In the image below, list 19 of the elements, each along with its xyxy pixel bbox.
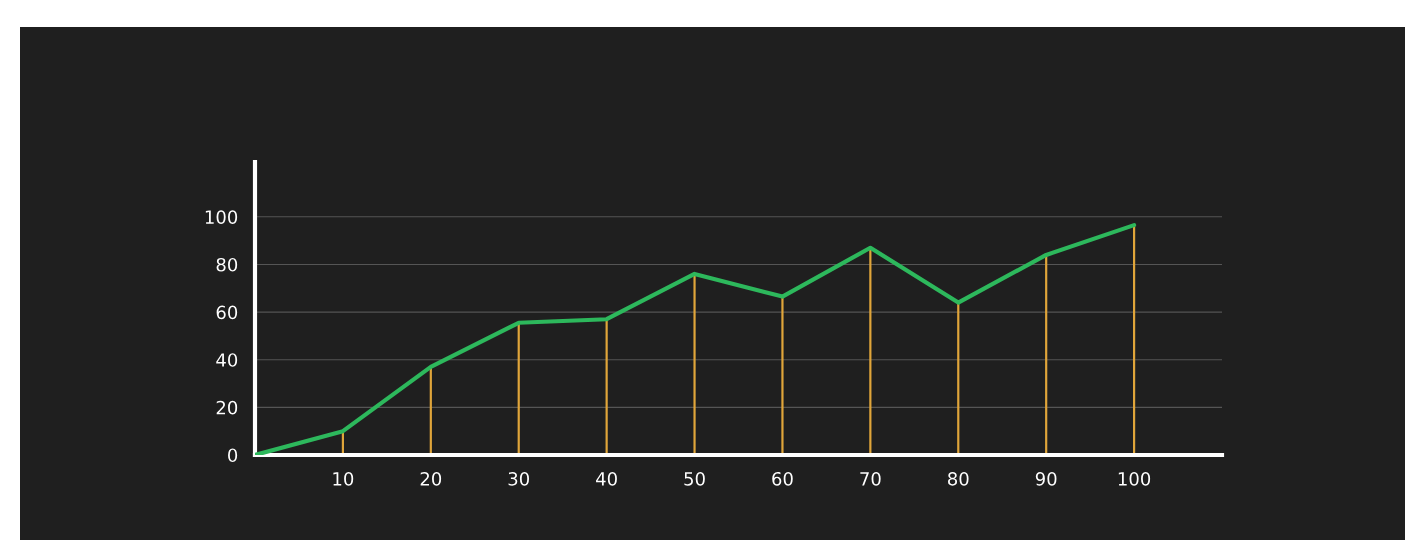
x-tick-label: 70 <box>860 471 881 486</box>
x-tick-label: 80 <box>948 471 969 486</box>
y-tick-label: 20 <box>216 400 238 415</box>
x-tick-label: 40 <box>596 471 617 486</box>
line-series <box>255 223 1137 455</box>
y-tick-label: 40 <box>216 353 238 367</box>
y-tick-label: 100 <box>205 210 238 224</box>
x-tick-label: 50 <box>684 471 705 486</box>
x-tick-label: 20 <box>420 471 442 486</box>
y-tick-label: 60 <box>216 305 238 320</box>
x-tick-label: 30 <box>508 471 530 486</box>
x-tick-label: 10 <box>333 471 354 486</box>
y-tick-label: 80 <box>216 257 238 272</box>
y-tick-label: 0 <box>228 448 238 463</box>
x-tick-label: 100 <box>1118 471 1151 486</box>
bar <box>781 296 784 455</box>
bar <box>693 273 696 455</box>
x-tick-label: 60 <box>772 471 793 486</box>
x-tick-label: 90 <box>1035 471 1057 486</box>
